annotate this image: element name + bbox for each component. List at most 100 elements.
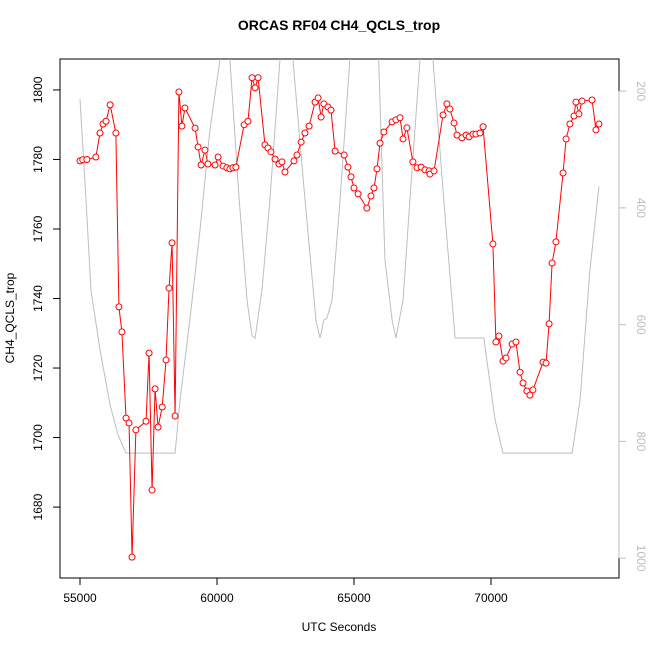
data-point <box>122 414 130 422</box>
data-point <box>178 122 186 130</box>
data-point <box>344 163 352 171</box>
data-point <box>297 138 305 146</box>
data-point <box>492 338 500 346</box>
data-point <box>512 338 520 346</box>
data-point <box>168 239 176 247</box>
data-point <box>409 158 417 166</box>
data-point <box>102 117 110 125</box>
data-point <box>271 155 279 163</box>
data-point <box>476 129 484 137</box>
x-tick-label: 70000 <box>474 591 508 605</box>
data-point <box>171 412 179 420</box>
data-point <box>115 303 123 311</box>
data-point <box>340 151 348 159</box>
data-point <box>495 332 503 340</box>
y2-tick-label: 1000 <box>634 545 648 572</box>
data-point <box>592 126 600 134</box>
data-point <box>595 120 603 128</box>
series-line <box>79 59 600 454</box>
data-point <box>154 423 162 431</box>
data-point <box>588 96 596 104</box>
data-point <box>151 385 159 393</box>
y-tick-label: 1740 <box>31 285 45 312</box>
data-point <box>305 122 313 130</box>
y-axis-label: CH4_QCLS_trop <box>3 272 17 363</box>
data-point <box>125 419 133 427</box>
data-point <box>118 328 126 336</box>
data-point <box>545 320 553 328</box>
data-point <box>112 129 120 137</box>
data-point <box>132 426 140 434</box>
data-point <box>191 124 199 132</box>
data-point <box>446 105 454 113</box>
data-point <box>145 349 153 357</box>
data-point <box>83 155 91 163</box>
data-point <box>248 74 256 82</box>
y-tick-label: 1780 <box>31 146 45 173</box>
data-point <box>380 128 388 136</box>
data-point <box>575 110 583 118</box>
data-point <box>211 161 219 169</box>
x-tick-label: 60000 <box>200 591 234 605</box>
data-point <box>251 84 259 92</box>
x-tick-label: 65000 <box>337 591 371 605</box>
data-point <box>317 113 325 121</box>
data-point <box>450 119 458 127</box>
data-point <box>254 74 262 82</box>
data-point <box>148 486 156 494</box>
data-point <box>301 129 309 137</box>
data-point <box>347 173 355 181</box>
data-point <box>278 158 286 166</box>
data-point <box>399 135 407 143</box>
data-point <box>293 151 301 159</box>
data-point <box>566 120 574 128</box>
data-point <box>96 129 104 137</box>
data-point <box>479 123 487 131</box>
y2-tick-label: 600 <box>634 315 648 335</box>
data-point <box>376 139 384 147</box>
data-point <box>519 379 527 387</box>
data-point <box>559 169 567 177</box>
y2-tick-label: 200 <box>634 81 648 101</box>
y-tick-label: 1720 <box>31 354 45 381</box>
data-point <box>562 135 570 143</box>
data-point <box>552 238 560 246</box>
data-point <box>363 204 371 212</box>
chart-title: ORCAS RF04 CH4_QCLS_trop <box>238 17 440 33</box>
data-point <box>281 168 289 176</box>
data-point <box>526 391 534 399</box>
data-point <box>529 386 537 394</box>
data-point <box>443 100 451 108</box>
data-point <box>327 106 335 114</box>
data-point <box>578 97 586 105</box>
data-point <box>162 356 170 364</box>
y-tick-label: 1700 <box>31 424 45 451</box>
data-point <box>430 167 438 175</box>
data-point <box>489 240 497 248</box>
data-point <box>214 153 222 161</box>
data-point <box>548 259 556 267</box>
y-tick-label: 1680 <box>31 493 45 520</box>
data-point <box>516 368 524 376</box>
y2-tick-label: 400 <box>634 198 648 218</box>
data-point <box>175 88 183 96</box>
y-tick-label: 1760 <box>31 215 45 242</box>
data-point <box>373 165 381 173</box>
data-point <box>290 157 298 165</box>
data-point <box>370 184 378 192</box>
data-point <box>194 143 202 151</box>
data-point <box>542 359 550 367</box>
data-point <box>244 117 252 125</box>
data-point <box>142 417 150 425</box>
data-point <box>367 192 375 200</box>
data-point <box>197 161 205 169</box>
data-point <box>354 190 362 198</box>
data-point <box>350 184 358 192</box>
data-point <box>158 403 166 411</box>
data-point <box>232 163 240 171</box>
data-point <box>92 153 100 161</box>
data-point <box>314 94 322 102</box>
data-point <box>502 354 510 362</box>
